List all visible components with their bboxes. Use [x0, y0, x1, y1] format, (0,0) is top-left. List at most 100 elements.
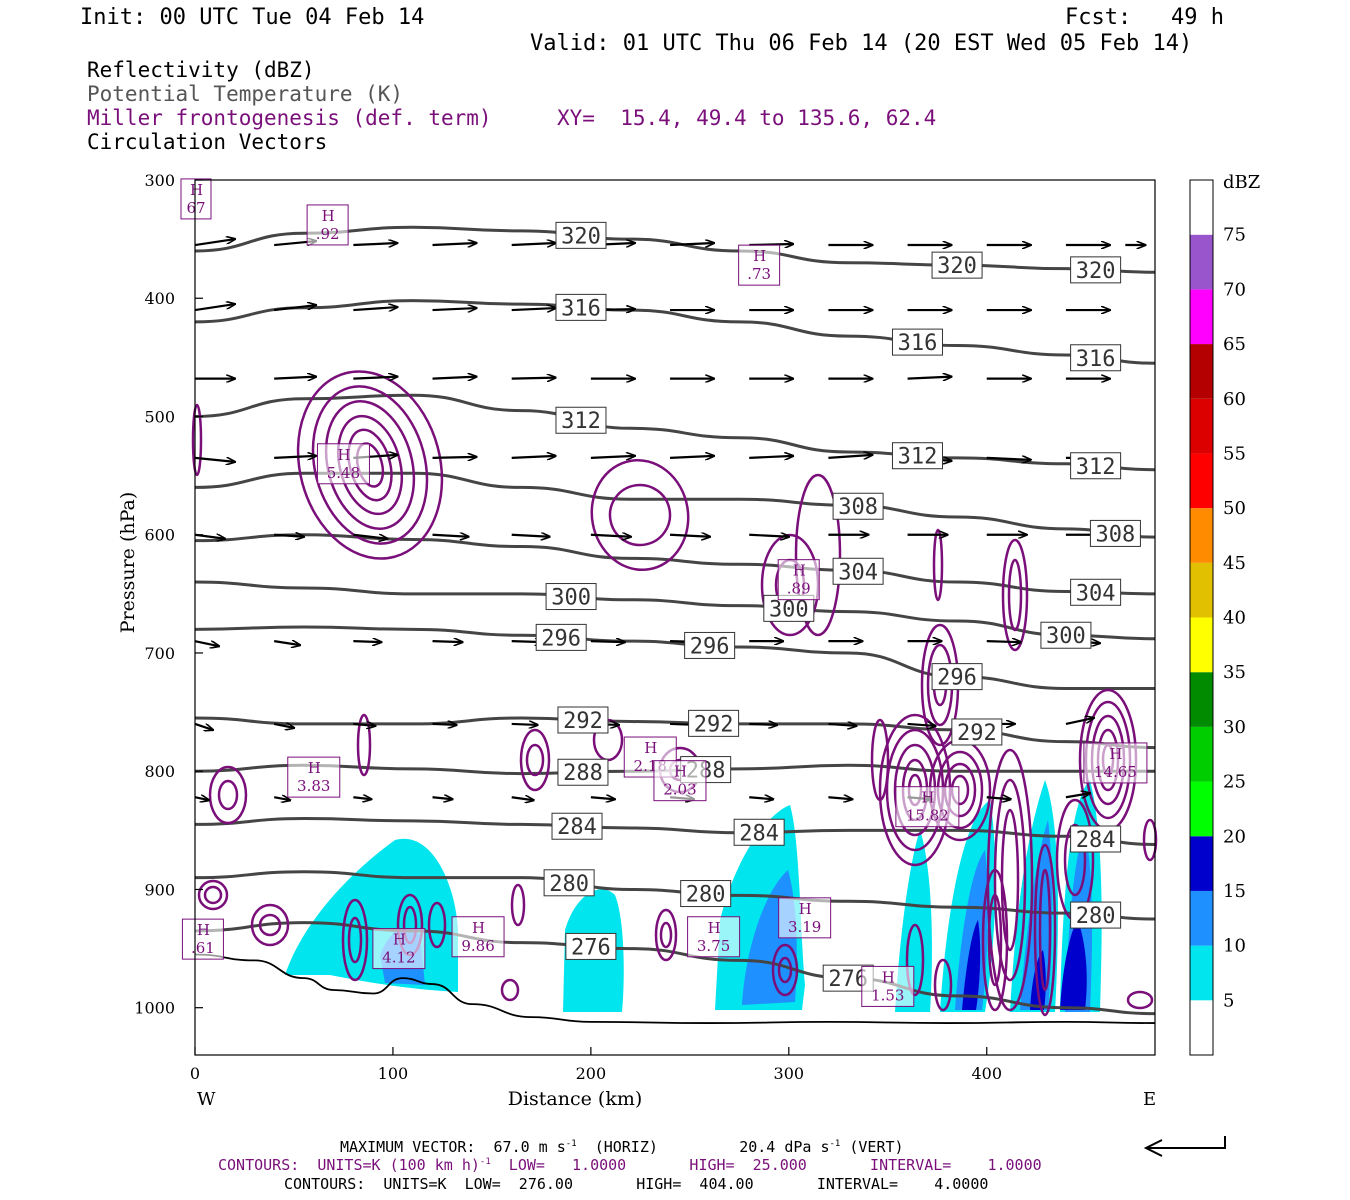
frontogenesis-contour: [794, 473, 842, 637]
h-label-marker: H: [882, 968, 895, 986]
h-label-value: 3.75: [697, 937, 730, 955]
h-label-box: [180, 178, 212, 220]
theta-label-box: [565, 932, 617, 960]
theta-contour-316: [194, 299, 1156, 365]
vector-arrow: [353, 641, 381, 642]
theta-label-box: [733, 818, 785, 846]
footer-theta-contours: CONTOURS: UNITS=K LOW= 276.00 HIGH= 404.…: [284, 1175, 989, 1193]
frontogenesis-contour: [510, 883, 526, 927]
vector-arrow: [273, 797, 290, 800]
vector-arrow: [432, 308, 477, 310]
theta-contour-296: [194, 625, 1155, 690]
colorbar-segment: [1190, 398, 1213, 454]
theta-label-box: [680, 880, 732, 908]
frontogenesis-contour: [1142, 818, 1158, 862]
x-axis-title: Distance (km): [508, 1088, 643, 1110]
frontogenesis-contour: [654, 908, 678, 962]
theta-label: 284: [739, 821, 779, 846]
vector-arrow: [986, 641, 1021, 642]
h-label-marker: H: [337, 446, 350, 464]
frontogenesis-contour: [347, 916, 363, 964]
theta-label: 284: [557, 815, 597, 840]
frontogenesis-contour: [771, 943, 799, 997]
east-label: E: [1143, 1089, 1156, 1110]
theta-label: 292: [694, 712, 734, 737]
theta-label: 300: [1046, 624, 1086, 649]
vector-arrow: [669, 535, 710, 537]
colorbar-tick-label: 65: [1223, 334, 1246, 355]
h-label-value: 3.83: [297, 777, 330, 795]
vector-arrow: [194, 456, 235, 462]
colorbar-tick-label: 40: [1223, 608, 1246, 629]
theta-label: 296: [937, 666, 977, 691]
theta-label-box: [555, 293, 607, 321]
h-label-value: .92: [316, 225, 340, 243]
reflectivity-area: [962, 920, 981, 1010]
vector-arrow: [432, 243, 477, 245]
theta-label: 292: [563, 709, 603, 734]
h-label-box: [895, 786, 960, 828]
colorbar-unit: dBZ: [1223, 172, 1260, 193]
valid-time: Valid: 01 UTC Thu 06 Feb 14 (20 EST Wed …: [530, 31, 1193, 56]
vector-arrow: [749, 797, 773, 799]
colorbar-tick-label: 5: [1223, 990, 1234, 1011]
vector-arrow: [274, 377, 316, 379]
y-tick-label: 300: [144, 171, 175, 190]
h-label-value: 4.12: [382, 949, 415, 967]
colorbar-segment: [1190, 180, 1213, 235]
h-label-box: [1083, 742, 1148, 784]
vector-arrow: [590, 797, 615, 799]
theta-label-box: [543, 869, 595, 897]
vector-arrow: [353, 797, 371, 799]
theta-contour-320: [194, 225, 1156, 274]
theta-label: 316: [1076, 347, 1116, 372]
frontogenesis-contour: [296, 370, 444, 560]
frontogenesis-contour: [203, 885, 223, 905]
vector-arrow: [511, 308, 556, 310]
colorbar-tick-label: 50: [1223, 498, 1246, 519]
h-label-marker: H: [393, 931, 406, 949]
theta-label: 316: [898, 331, 938, 356]
frontogenesis-contour: [500, 978, 520, 1002]
vector-arrow: [511, 243, 556, 245]
vector-arrow: [590, 535, 631, 537]
vector-arrow: [670, 456, 714, 458]
legend-xy: XY= 15.4, 49.4 to 135.6, 62.4: [557, 106, 937, 130]
vector-arrow: [432, 535, 469, 537]
colorbar-segment: [1190, 234, 1213, 290]
theta-label-box: [891, 328, 943, 356]
theta-label: 296: [541, 626, 581, 651]
h-label-marker: H: [753, 247, 766, 265]
vector-arrow: [194, 640, 219, 646]
x-tick-label: 0: [190, 1064, 200, 1083]
vector-arrow: [194, 722, 213, 730]
horiz-unit: (HORIZ): [594, 1138, 658, 1156]
theta-label-box: [1070, 901, 1122, 929]
theta-label-box: [555, 406, 607, 434]
theta-label-box: [1070, 452, 1122, 480]
vector-arrow: [828, 797, 852, 799]
vector-arrow: [274, 456, 316, 458]
frontogenesis-contour: [217, 779, 239, 811]
frontogenesis-contour: [870, 718, 890, 802]
vector-arrow: [828, 724, 856, 726]
vector-arrow: [432, 797, 453, 799]
theta-label: 300: [769, 597, 809, 622]
superscript: -1: [479, 1157, 491, 1167]
vector-arrow: [907, 724, 936, 726]
vector-arrow: [432, 377, 477, 379]
plot-frame: [194, 179, 1156, 1056]
h-label-marker: H: [708, 919, 721, 937]
theta-label-box: [931, 251, 983, 279]
frontogenesis-contour: [1000, 808, 1020, 952]
frontogenesis-contour: [608, 483, 672, 547]
theta-label-box: [684, 631, 736, 659]
axes: 300 400 500 600 700 800 900 1000 0 100 200 300 400 Di…: [117, 171, 1156, 1110]
init-time: Init: 00 UTC Tue 04 Feb 14: [80, 5, 425, 30]
frontogenesis-contour: [258, 913, 282, 937]
colorbar-segment: [1190, 344, 1213, 399]
colorbar-segment: [1190, 1000, 1213, 1055]
vector-arrow: [274, 535, 304, 537]
h-label-marker: H: [308, 759, 321, 777]
vector-arrow: [1065, 718, 1094, 725]
